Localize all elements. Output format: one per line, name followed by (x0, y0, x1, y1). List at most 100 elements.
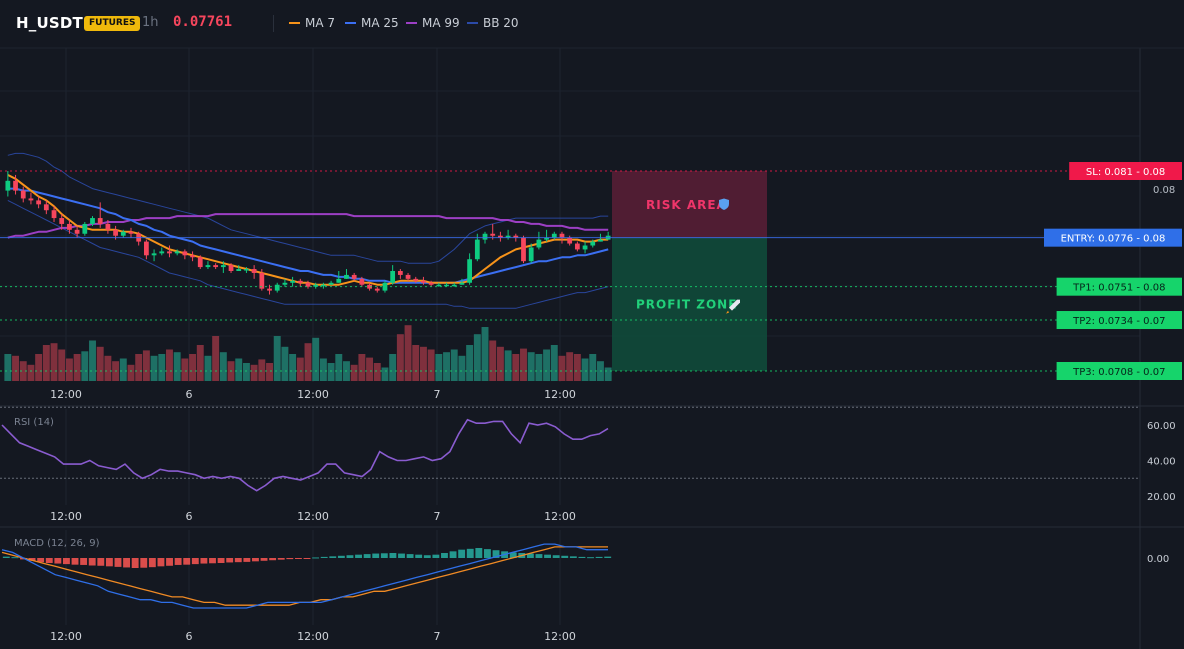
volume-bar (65, 358, 73, 381)
volume-bar (89, 340, 96, 381)
candle-body (428, 282, 434, 285)
candle-body (559, 233, 565, 238)
macd-histogram-bar (561, 555, 569, 558)
macd-histogram-bar (380, 553, 388, 558)
symbol-title[interactable]: H_USDT (16, 14, 83, 32)
volume-bar (350, 364, 358, 381)
macd-histogram-bar (105, 558, 113, 567)
macd-histogram-bar (458, 549, 466, 558)
volume-bar (527, 352, 535, 381)
macd-histogram-bar (372, 553, 380, 558)
candle-body (190, 255, 195, 258)
volume-bar (304, 343, 312, 381)
volume-bar (50, 343, 58, 381)
macd-histogram-bar (415, 554, 423, 558)
volume-bar (550, 345, 558, 381)
volume-bar (81, 351, 89, 381)
candle-body (213, 265, 219, 268)
volume-bar (204, 355, 212, 381)
rsi-line (1, 418, 609, 492)
candle-body (528, 247, 534, 262)
macd-histogram-bar (406, 554, 414, 558)
macd-histogram-bar (509, 552, 517, 558)
candle-body (51, 210, 57, 219)
legend-label: BB 20 (483, 16, 519, 30)
rsi-title: RSI (14) (14, 417, 54, 428)
legend-label: MA 7 (305, 16, 336, 30)
volume-bar (58, 349, 66, 381)
candle-body (20, 190, 26, 199)
macd-histogram-bar (269, 558, 277, 561)
candle-body (67, 223, 72, 230)
candle-body (290, 280, 295, 283)
futures-badge: FUTURES (84, 16, 141, 31)
macd-histogram-bar (355, 554, 362, 558)
macd-histogram-bar (45, 558, 53, 563)
rsi-tick-label: 40.00 (1147, 457, 1176, 468)
legend-ma7[interactable]: MA 7 (289, 16, 335, 30)
macd-histogram-bar (11, 557, 19, 559)
volume-bar (296, 357, 304, 381)
candle-body (482, 233, 488, 240)
volume-bar (512, 354, 520, 381)
volume-bar (12, 355, 20, 381)
candle-body (382, 282, 388, 291)
volume-bar (219, 352, 227, 381)
candle-body (59, 218, 65, 224)
macd-histogram-bar (54, 558, 62, 564)
candle-body (551, 233, 557, 238)
candle-body (521, 237, 526, 262)
candle-body (244, 269, 249, 271)
volume-bar (435, 354, 443, 381)
volume-bar (358, 354, 366, 381)
risk-area-zone (612, 171, 767, 238)
risk-area-label: RISK AREA (646, 198, 727, 212)
macd-histogram-bar (71, 558, 79, 565)
entry-price-tag-text: ENTRY: 0.0776 - 0.08 (1061, 234, 1166, 245)
tp2-price-tag (1056, 311, 1182, 330)
macd-histogram-bar (123, 558, 131, 568)
legend-ma25[interactable]: MA 25 (345, 16, 399, 30)
volume-bar (173, 352, 181, 381)
legend-swatch (289, 22, 300, 24)
volume-bar (481, 327, 489, 381)
volume-bar (543, 349, 551, 381)
volume-bar (258, 359, 266, 381)
time-tick-label: 12:00 (50, 630, 82, 643)
timeframe-label[interactable]: 1h (142, 15, 159, 30)
macd-histogram-bar (277, 558, 285, 560)
volume-bar (450, 349, 458, 381)
rsi-panel: RSI (14) 60.00 40.00 20.00 (0, 406, 1176, 503)
profit-zone (612, 237, 767, 371)
volume-bar (335, 354, 343, 381)
macd-tick-label: 0.00 (1147, 554, 1169, 565)
candle-body (567, 237, 573, 244)
macd-histogram-bar (260, 558, 268, 561)
macd-histogram-bar (28, 558, 36, 561)
macd-histogram-bar (423, 555, 431, 558)
macd-histogram-bar (526, 553, 534, 558)
volume-bar (327, 363, 335, 381)
legend-ma99[interactable]: MA 99 (406, 16, 460, 30)
tp3-price-tag-text: TP3: 0.0708 - 0.07 (1072, 367, 1165, 378)
macd-histogram-bar (148, 558, 156, 568)
candle-body (321, 284, 326, 287)
macd-histogram-bar (114, 558, 122, 567)
macd-histogram-bar (389, 553, 397, 558)
tp1-price-tag-text: TP1: 0.0751 - 0.08 (1072, 283, 1165, 294)
candle-body (344, 274, 349, 279)
macd-histogram-bar (475, 548, 483, 558)
macd-histogram-bar (226, 558, 234, 563)
volume-bar (443, 352, 450, 381)
rocket-icon (729, 299, 740, 311)
macd-histogram-bar (88, 558, 96, 566)
time-tick-label: 7 (434, 388, 441, 401)
macd-histogram-bar (97, 558, 105, 566)
macd-histogram-bar (346, 555, 354, 558)
sl-price-tag-text: SL: 0.081 - 0.08 (1086, 167, 1165, 178)
candle-body (467, 259, 473, 283)
legend-bb20[interactable]: BB 20 (467, 16, 519, 30)
volume-bar (150, 355, 158, 381)
macd-histogram-bar (252, 558, 259, 562)
